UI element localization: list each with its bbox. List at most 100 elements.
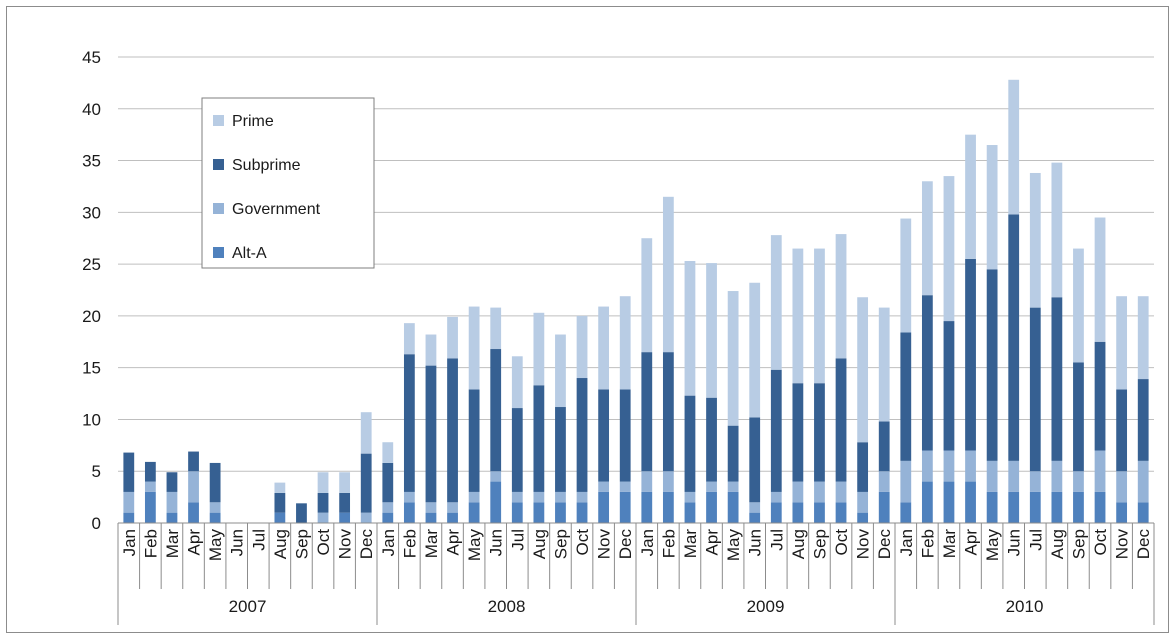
bar-prime	[706, 263, 717, 398]
bar-government	[921, 450, 933, 482]
bar-prime	[857, 297, 869, 443]
x-tick-label-month: Sep	[292, 529, 311, 559]
bar-subprime	[317, 492, 329, 513]
bar-subprime	[576, 378, 588, 492]
x-tick-label-month: Sep	[1069, 529, 1088, 559]
bar-alt-a	[1051, 491, 1063, 523]
bar-prime	[727, 291, 739, 426]
bar-subprime	[209, 462, 221, 503]
bar-alt-a	[274, 512, 286, 523]
bar-alt-a	[965, 481, 976, 523]
bar-government	[144, 481, 156, 492]
bar-government	[555, 491, 566, 503]
x-tick-label-month: Oct	[314, 529, 333, 556]
bar-prime	[1094, 217, 1106, 342]
x-tick-label-month: Aug	[1048, 529, 1067, 559]
bar-prime	[339, 472, 351, 493]
bar-alt-a	[706, 491, 717, 523]
x-tick-label-month: Apr	[962, 529, 981, 556]
bar-subprime	[1137, 379, 1149, 461]
bar-subprime	[986, 269, 998, 461]
bar-alt-a	[835, 502, 847, 523]
x-tick-label-month: Oct	[832, 529, 851, 556]
y-tick-label: 0	[92, 514, 101, 533]
y-tick-label: 45	[82, 48, 101, 67]
bar-government	[835, 481, 847, 503]
x-tick-label-month: Jun	[746, 529, 765, 556]
bar-government	[468, 491, 480, 503]
bar-prime	[619, 296, 631, 390]
bar-government	[727, 481, 739, 492]
bar-alt-a	[814, 502, 825, 523]
bar-government	[123, 491, 135, 513]
bar-alt-a	[533, 502, 545, 523]
x-tick-label-month: Aug	[271, 529, 290, 559]
bar-subprime	[403, 354, 415, 492]
x-group-label-year: 2010	[1006, 597, 1044, 616]
bar-subprime	[749, 417, 761, 503]
x-tick-label-month: Aug	[530, 529, 549, 559]
bar-prime	[555, 334, 566, 408]
x-tick-label-month: Jan	[897, 529, 916, 556]
bar-government	[403, 491, 415, 503]
legend-label: Subprime	[232, 157, 301, 174]
bar-subprime	[943, 321, 955, 451]
bar-alt-a	[684, 502, 696, 523]
y-axis-tick-labels: 0 5 10 15 20 25 30 35 40 45	[82, 48, 101, 533]
x-tick-label-month: Sep	[551, 529, 570, 559]
bar-subprime	[274, 492, 286, 513]
bar-government	[382, 502, 394, 513]
x-tick-label-month: May	[983, 529, 1002, 562]
bar-subprime	[921, 295, 933, 451]
bar-government	[965, 450, 976, 482]
bar-alt-a	[900, 502, 912, 523]
bar-alt-a	[425, 512, 437, 523]
x-tick-label-month: Jan	[379, 529, 398, 556]
bar-prime	[943, 176, 955, 322]
bar-prime	[835, 234, 847, 359]
x-tick-label-month: Jul	[508, 529, 527, 551]
bar-subprime	[123, 452, 135, 492]
bar-prime	[1029, 172, 1041, 308]
bar-alt-a	[144, 491, 156, 523]
bar-government	[317, 512, 329, 523]
y-tick-label: 10	[82, 410, 101, 429]
x-tick-label-month: Mar	[681, 529, 700, 559]
legend-swatch	[213, 115, 224, 126]
bar-alt-a	[641, 491, 653, 523]
bar-subprime	[598, 389, 610, 482]
y-tick-label: 30	[82, 203, 101, 222]
bar-prime	[770, 235, 782, 370]
bar-government	[1116, 471, 1128, 503]
x-tick-label-month: Nov	[1113, 529, 1132, 560]
bar-alt-a	[403, 502, 415, 523]
bar-government	[511, 491, 523, 503]
y-tick-label: 20	[82, 307, 101, 326]
bar-subprime	[1116, 389, 1128, 472]
bar-alt-a	[986, 491, 998, 523]
x-tick-label-month: Jun	[487, 529, 506, 556]
bar-government	[209, 502, 221, 513]
legend-swatch	[213, 247, 224, 258]
bar-government	[533, 491, 545, 503]
bar-prime	[360, 412, 372, 454]
bar-subprime	[533, 385, 545, 492]
bar-government	[425, 502, 437, 513]
bar-government	[943, 450, 955, 482]
bar-government	[1073, 471, 1084, 492]
legend-box	[201, 97, 375, 269]
bar-subprime	[555, 407, 566, 492]
bar-prime	[1008, 79, 1020, 215]
bar-alt-a	[123, 512, 135, 523]
bar-government	[857, 491, 869, 513]
bar-alt-a	[555, 502, 566, 523]
bar-subprime	[360, 453, 372, 513]
bar-prime	[533, 312, 545, 386]
bar-government	[576, 491, 588, 503]
bar-government	[749, 502, 761, 513]
bar-alt-a	[1116, 502, 1128, 523]
bar-government	[770, 491, 782, 503]
x-tick-label-month: Jul	[1026, 529, 1045, 551]
bar-subprime	[144, 461, 156, 482]
bar-prime	[490, 307, 502, 350]
